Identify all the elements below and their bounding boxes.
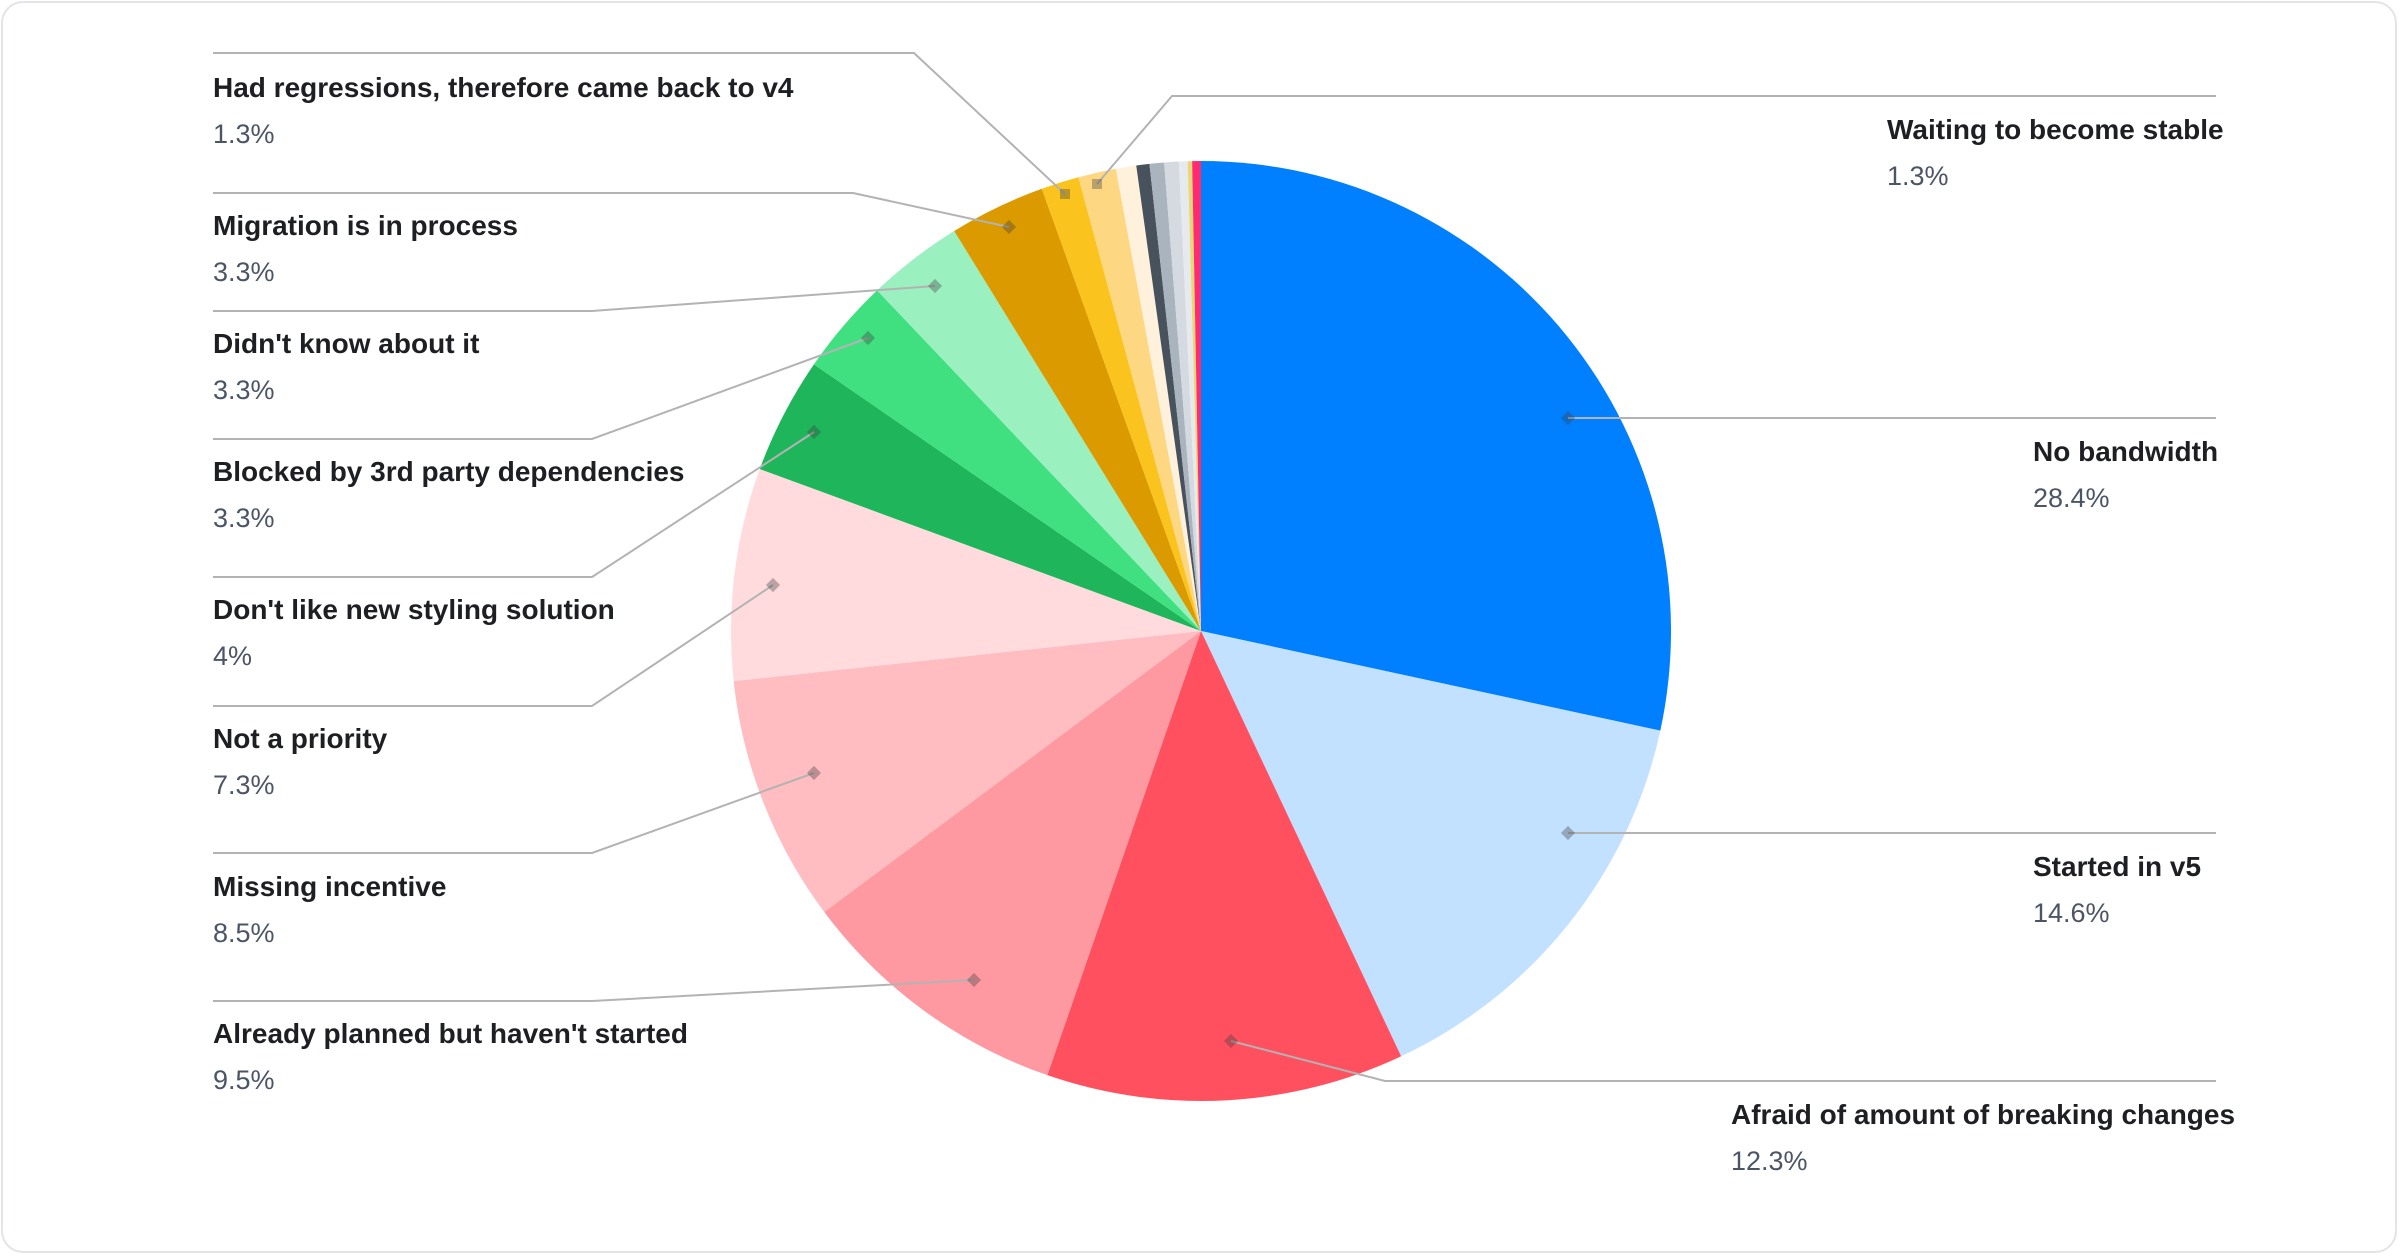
- label-value: 12.3%: [1731, 1146, 1808, 1176]
- pie-slice-unlabeled-13: [1136, 163, 1201, 631]
- label-name: Don't like new styling solution: [213, 594, 615, 625]
- leader-markers: [765, 179, 1576, 1049]
- marker-no-bandwidth: [1560, 410, 1576, 426]
- marker-migration: [1001, 219, 1017, 235]
- pie-slice-missing-incentive: [733, 631, 1201, 913]
- pie-slice-not-a-priority: [731, 469, 1201, 682]
- marker-afraid: [1223, 1033, 1239, 1049]
- label-name: Had regressions, therefore came back to …: [213, 72, 794, 103]
- pie-slice-unlabeled-17: [1187, 161, 1201, 631]
- leader-line-already-planned: [213, 979, 975, 1002]
- label-name: No bandwidth: [2033, 436, 2218, 467]
- pie-slice-unlabeled-16: [1178, 161, 1201, 631]
- pie-slice-migration-is-in-process: [954, 188, 1201, 631]
- label-value: 1.3%: [213, 119, 275, 149]
- marker-had-regressions: [1060, 189, 1070, 199]
- leader-line-waiting: [1096, 95, 2216, 185]
- pie-slice-unlabeled-18: [1192, 161, 1201, 631]
- marker-styling: [806, 424, 822, 440]
- pie-slice-no-bandwidth: [1201, 161, 1671, 731]
- label-name: Missing incentive: [213, 871, 446, 902]
- pie-slice-don-t-like-new-styling-solution: [759, 364, 1201, 631]
- label-name: Didn't know about it: [213, 328, 479, 359]
- leader-line-migration: [213, 192, 1010, 228]
- label-value: 8.5%: [213, 918, 275, 948]
- pie-slice-didn-t-know-about-it: [877, 231, 1201, 631]
- leader-line-afraid: [1230, 1040, 2216, 1082]
- label-name: Already planned but haven't started: [213, 1018, 688, 1049]
- leader-line-had-regressions: [213, 52, 1066, 195]
- pie-slice-waiting-to-become-stable: [1078, 168, 1201, 631]
- marker-started-v5: [1560, 825, 1576, 841]
- leader-line-not-priority: [213, 584, 774, 707]
- label-value: 3.3%: [213, 375, 275, 405]
- pie-slices: [731, 161, 1671, 1101]
- label-name: Waiting to become stable: [1887, 114, 2224, 145]
- leader-line-missing-incentive: [213, 772, 815, 854]
- pie-chart: Had regressions, therefore came back to …: [213, 52, 2235, 1176]
- marker-blocked: [860, 330, 876, 346]
- label-value: 3.3%: [213, 503, 275, 533]
- pie-slice-unlabeled-14: [1149, 162, 1201, 631]
- leader-line-didnt-know: [213, 285, 936, 312]
- leader-lines: [213, 52, 2216, 1082]
- pie-slice-blocked-by-3rd-party-dependencies: [813, 290, 1201, 631]
- marker-not-priority: [765, 577, 781, 593]
- label-name: Started in v5: [2033, 851, 2201, 882]
- marker-didnt-know: [927, 278, 943, 294]
- marker-waiting: [1092, 179, 1102, 189]
- label-value: 4%: [213, 641, 252, 671]
- marker-missing-incentive: [806, 765, 822, 781]
- label-name: Migration is in process: [213, 210, 518, 241]
- label-value: 1.3%: [1887, 161, 1949, 191]
- pie-slice-unlabeled-12: [1115, 165, 1201, 631]
- pie-slice-already-planned-but-haven-t-started: [824, 631, 1201, 1076]
- pie-slice-unlabeled-15: [1164, 161, 1201, 631]
- pie-slice-had-regressions-therefore-came-back-to-v4: [1041, 177, 1201, 631]
- label-value: 9.5%: [213, 1065, 275, 1095]
- pie-slice-started-in-v5: [1201, 631, 1661, 1057]
- labels-right: Waiting to become stable 1.3% No bandwid…: [1731, 114, 2235, 1176]
- label-value: 7.3%: [213, 770, 275, 800]
- labels-left: Had regressions, therefore came back to …: [213, 72, 794, 1095]
- label-value: 3.3%: [213, 257, 275, 287]
- label-name: Afraid of amount of breaking changes: [1731, 1099, 2235, 1130]
- pie-slice-afraid-of-amount-of-breaking-changes: [1047, 631, 1402, 1101]
- marker-already-planned: [966, 972, 982, 988]
- leader-line-styling: [213, 431, 815, 578]
- label-value: 28.4%: [2033, 483, 2110, 513]
- label-value: 14.6%: [2033, 898, 2110, 928]
- label-name: Blocked by 3rd party dependencies: [213, 456, 685, 487]
- label-name: Not a priority: [213, 723, 388, 754]
- leader-line-blocked: [213, 337, 869, 440]
